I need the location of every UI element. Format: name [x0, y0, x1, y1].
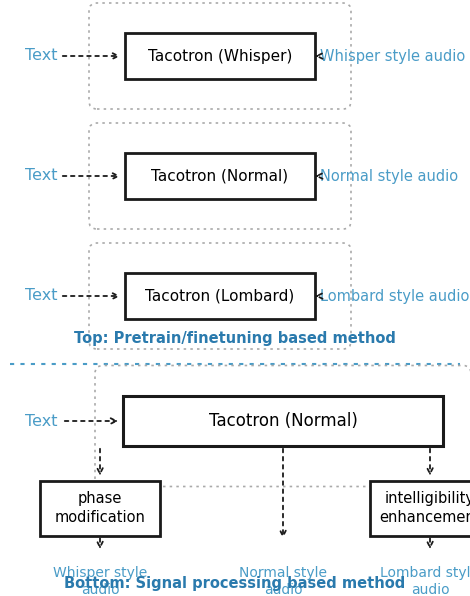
Text: Bottom: Signal processing based method: Bottom: Signal processing based method — [64, 576, 406, 591]
Text: Lombard style
audio: Lombard style audio — [381, 566, 470, 596]
Text: Lombard style audio: Lombard style audio — [320, 288, 470, 303]
Text: Whisper style
audio: Whisper style audio — [53, 566, 147, 596]
Text: Normal style
audio: Normal style audio — [239, 566, 327, 596]
Text: Normal style audio: Normal style audio — [320, 169, 458, 184]
Text: Text: Text — [25, 169, 57, 184]
Text: Text: Text — [25, 48, 57, 64]
Text: Tacotron (Whisper): Tacotron (Whisper) — [148, 48, 292, 64]
Text: Text: Text — [25, 288, 57, 303]
Bar — [125, 273, 315, 319]
Text: Tacotron (Normal): Tacotron (Normal) — [209, 412, 358, 430]
Bar — [125, 153, 315, 199]
Bar — [123, 396, 443, 446]
Text: Top: Pretrain/finetuning based method: Top: Pretrain/finetuning based method — [74, 331, 396, 346]
Text: phase
modification: phase modification — [55, 491, 145, 526]
Text: Text: Text — [25, 414, 57, 429]
Bar — [370, 480, 470, 535]
Text: intelligibility
enhancement: intelligibility enhancement — [379, 491, 470, 526]
Bar — [40, 480, 160, 535]
Text: Tacotron (Lombard): Tacotron (Lombard) — [145, 288, 295, 303]
Text: Whisper style audio: Whisper style audio — [320, 48, 465, 64]
Text: Tacotron (Normal): Tacotron (Normal) — [151, 169, 289, 184]
Bar — [125, 33, 315, 79]
